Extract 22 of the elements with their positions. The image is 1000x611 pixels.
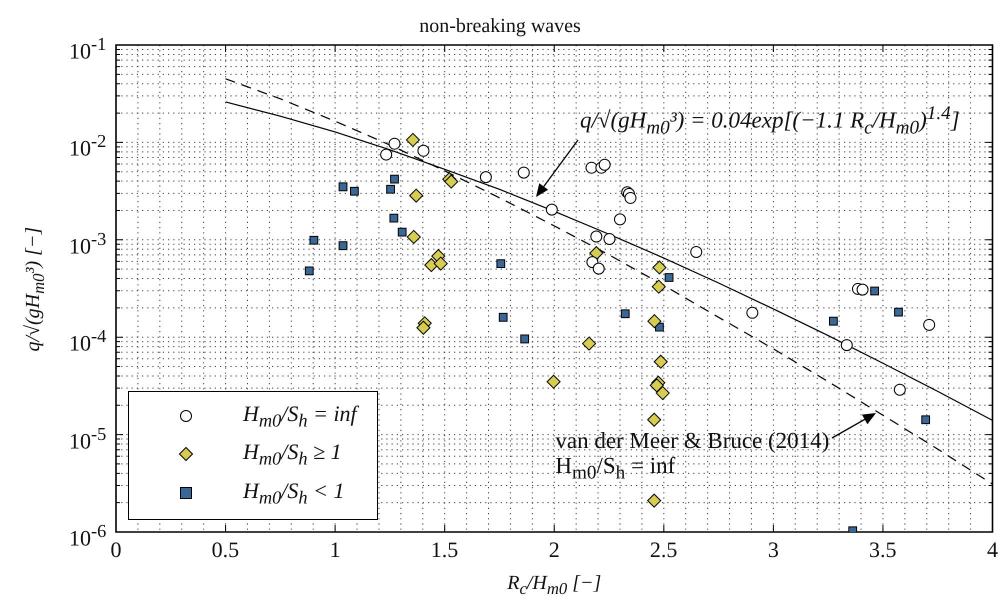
y-tick-label: 10$^{-1}$ bbox=[69, 34, 106, 64]
y-tick-label: 10$^{-5}$ bbox=[69, 424, 106, 454]
x-tick-label: 3 bbox=[768, 537, 779, 562]
x-tick-label: 1.5 bbox=[430, 537, 458, 562]
y-tick-label: 10$^{-4}$ bbox=[69, 326, 106, 356]
legend-label: H$_{m0}$/S$_{h}$ ≥ 1 bbox=[243, 439, 342, 469]
x-tick-label: 2.5 bbox=[650, 537, 678, 562]
x-tick-label: 0 bbox=[110, 537, 122, 562]
legend-label: H$_{m0}$/S$_{h}$ = inf bbox=[243, 401, 357, 430]
x-tick-label: 4 bbox=[987, 537, 998, 562]
x-tick-label: 0.5 bbox=[212, 537, 240, 562]
y-tick-label: 10$^{-6}$ bbox=[69, 521, 106, 551]
chart-title: non-breaking waves bbox=[419, 15, 581, 37]
y-tick-label: 10$^{-2}$ bbox=[69, 131, 106, 161]
x-tick-label: 2 bbox=[548, 537, 560, 562]
annotation: van der Meer & Bruce (2014) H$_{m0}$/S$_{h}$ = inf bbox=[555, 428, 830, 484]
y-tick-label: 10$^{-3}$ bbox=[69, 228, 106, 258]
x-axis-title: R$_{c}$/H$_{m0}$ [−] bbox=[507, 572, 602, 598]
x-tick-label: 1 bbox=[330, 537, 341, 562]
x-tick-label: 3.5 bbox=[868, 537, 896, 562]
legend-label: H$_{m0}$/S$_{h}$ < 1 bbox=[243, 478, 344, 508]
text: q/√(gH$_{m0}$³) = 0.04exp[(−1.1 R$_{c}$/H$_{m0}$)$^{1.4}$] bbox=[580, 103, 960, 138]
